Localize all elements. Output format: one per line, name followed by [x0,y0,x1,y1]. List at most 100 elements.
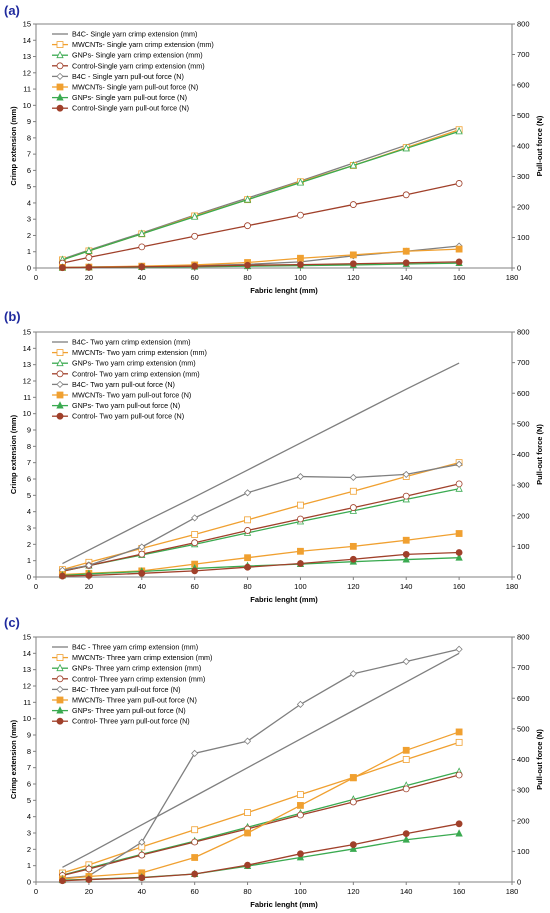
data-point [56,358,64,367]
y-tick-label-left: 8 [27,133,31,142]
x-tick-label: 80 [243,582,251,591]
x-tick-label: 160 [453,582,466,591]
x-tick-label: 60 [190,273,198,282]
legend-entry: GNPs- Single yarn crimp extension (mm) [72,51,203,60]
legend: B4C- Two yarn crimp extension (mm)MWCNTs… [50,334,246,424]
y-tick-label-left: 11 [23,393,31,402]
data-point [191,870,199,878]
y-axis-label-right: Pull-out force (N) [535,729,544,790]
data-point [191,838,199,846]
data-point [244,261,251,269]
data-point [402,470,410,478]
data-point [402,492,410,500]
x-tick-label: 0 [34,887,38,896]
data-point [243,737,252,745]
series [59,258,463,272]
data-point [455,126,463,135]
x-tick-label: 180 [506,582,519,591]
x-axis-label: Fabric lenght (mm) [250,286,318,295]
x-tick-label: 20 [85,273,93,282]
data-point [402,536,410,544]
data-point [297,501,304,509]
chart-panel-1: (a)0 20 40 60 80 100 120 140 160 1800123456789101… [4,3,544,295]
data-point [56,706,64,714]
series-line [62,731,460,880]
data-point [455,549,463,556]
y-tick-label-left: 6 [27,780,31,789]
data-point [297,850,304,858]
y-tick-label-right: 100 [517,542,530,551]
x-tick-label: 40 [138,273,146,282]
x-tick-label: 0 [34,273,38,282]
data-point [191,262,199,270]
x-tick-label: 40 [138,887,146,896]
y-tick-label-left: 15 [23,328,31,337]
data-point [455,460,463,468]
y-tick-label-right: 600 [517,694,530,703]
data-point [56,717,64,725]
data-point [349,798,357,806]
data-point [455,771,463,779]
data-point [297,261,304,269]
data-point [243,195,252,203]
series [62,652,460,868]
data-point [59,264,66,272]
data-point [349,542,357,550]
data-point [349,201,357,208]
legend-entry: GNPs- Single yarn pull-out force (N) [72,93,187,102]
y-tick-label-right: 700 [517,50,530,59]
series-line [62,774,460,877]
series-line [62,126,460,260]
y-tick-label-left: 11 [23,85,31,94]
y-tick-label-left: 12 [23,682,31,691]
data-point [56,72,64,80]
y-tick-label-left: 14 [23,36,31,45]
x-tick-label: 140 [400,273,413,282]
legend-entry: B4C - Single yarn pull-out force (N) [72,72,184,81]
series-line [62,741,460,874]
y-tick-label-left: 9 [27,117,31,126]
data-point [244,563,251,571]
data-point [297,547,304,555]
data-point [138,569,146,577]
chart-panel-2: (b)0 20 40 60 80 100 120 140 160 1800123456789101… [4,309,544,604]
y-tick-label-right: 500 [517,111,530,120]
y-tick-label-right: 200 [517,511,530,520]
x-axis-label: Fabric lenght (mm) [250,595,318,604]
legend-entry: Control- Two yarn crimp extension (mm) [72,369,200,378]
y-tick-label-left: 9 [27,426,31,435]
data-point [138,243,146,251]
y-tick-label-right: 800 [517,328,530,337]
series-line [62,652,460,868]
y-axis-label-right: Pull-out force (N) [535,424,544,485]
data-point [455,258,463,266]
y-tick-label-right: 800 [517,20,530,29]
series-line [62,823,460,882]
series [58,126,463,263]
series [59,820,463,885]
x-tick-label: 100 [294,273,307,282]
y-tick-label-right: 200 [517,203,530,212]
y-tick-label-left: 13 [23,360,31,369]
data-point [56,401,64,409]
data-point [59,877,66,885]
data-point [349,473,357,482]
y-tick-label-left: 2 [27,231,31,240]
data-point [455,728,463,736]
legend-entry: B4C- Two yarn crimp extension (mm) [72,338,191,347]
data-point [138,263,146,271]
series-line [62,832,460,881]
x-tick-label: 0 [34,582,38,591]
series [62,126,460,260]
x-tick-label: 40 [138,582,146,591]
data-point [455,530,463,537]
y-tick-label-right: 600 [517,389,530,398]
data-point [56,93,64,101]
legend: B4C - Three yarn crimp extension (mm)MWC… [50,639,246,729]
data-point [349,504,357,511]
legend-entry: GNPs- Three yarn crimp extension (mm) [72,664,201,673]
data-point [455,484,463,492]
data-point [402,835,410,843]
y-tick-label-left: 3 [27,829,31,838]
data-point [455,829,463,837]
